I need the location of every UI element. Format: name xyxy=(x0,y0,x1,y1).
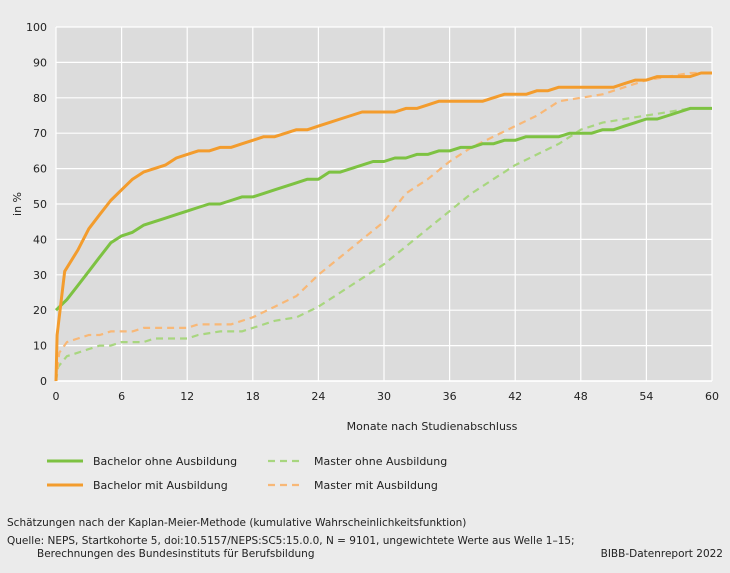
y-tick-label: 70 xyxy=(33,127,47,140)
y-tick-label: 50 xyxy=(33,198,47,211)
line-chart: 0 10 20 30 40 50 60 70 80 90 100 0 6 12 18 24 30 36 42 48 5… xyxy=(11,21,720,492)
x-tick-label: 60 xyxy=(705,390,719,403)
x-tick-label: 12 xyxy=(180,390,194,403)
y-tick-label: 0 xyxy=(40,375,47,388)
credit: BIBB-Datenreport 2022 xyxy=(600,548,723,560)
x-tick-label: 30 xyxy=(377,390,391,403)
legend-label-3: Master mit Ausbildung xyxy=(314,479,438,492)
x-tick-label: 54 xyxy=(639,390,653,403)
x-tick-label: 6 xyxy=(118,390,125,403)
y-tick-label: 90 xyxy=(33,56,47,69)
source-line-2: Berechnungen des Bundesinstituts für Ber… xyxy=(37,548,315,560)
legend-label-0: Bachelor ohne Ausbildung xyxy=(93,455,237,468)
y-tick-label: 100 xyxy=(26,21,47,34)
x-tick-label: 36 xyxy=(443,390,457,403)
y-axis-title: in % xyxy=(11,192,24,216)
y-tick-label: 10 xyxy=(33,340,47,353)
series-line-2 xyxy=(54,107,712,382)
source-line-1: Quelle: NEPS, Startkohorte 5, doi:10.515… xyxy=(7,535,575,547)
x-tick-label: 0 xyxy=(53,390,60,403)
y-tick-label: 80 xyxy=(33,92,47,105)
x-tick-label: 18 xyxy=(246,390,260,403)
x-tick-label: 24 xyxy=(311,390,325,403)
y-tick-label: 30 xyxy=(33,269,47,282)
series-line-3 xyxy=(54,71,712,382)
legend-label-2: Master ohne Ausbildung xyxy=(314,455,447,468)
x-tick-label: 42 xyxy=(508,390,522,403)
series-lines xyxy=(54,71,712,382)
series-line-1 xyxy=(54,71,712,382)
method-note: Schätzungen nach der Kaplan-Meier-Method… xyxy=(7,517,467,529)
series-line-0 xyxy=(54,106,712,312)
x-tick-label: 48 xyxy=(574,390,588,403)
y-tick-label: 40 xyxy=(33,233,47,246)
x-axis-title: Monate nach Studienabschluss xyxy=(347,420,518,433)
y-axis-ticks: 0 10 20 30 40 50 60 70 80 90 100 xyxy=(26,21,47,388)
y-tick-label: 20 xyxy=(33,304,47,317)
legend-label-1: Bachelor mit Ausbildung xyxy=(93,479,228,492)
y-tick-label: 60 xyxy=(33,163,47,176)
gridlines xyxy=(55,26,713,382)
x-axis-ticks: 0 6 12 18 24 30 36 42 48 54 60 xyxy=(53,390,720,403)
legend: Bachelor ohne Ausbildung Bachelor mit Aus… xyxy=(47,455,447,492)
